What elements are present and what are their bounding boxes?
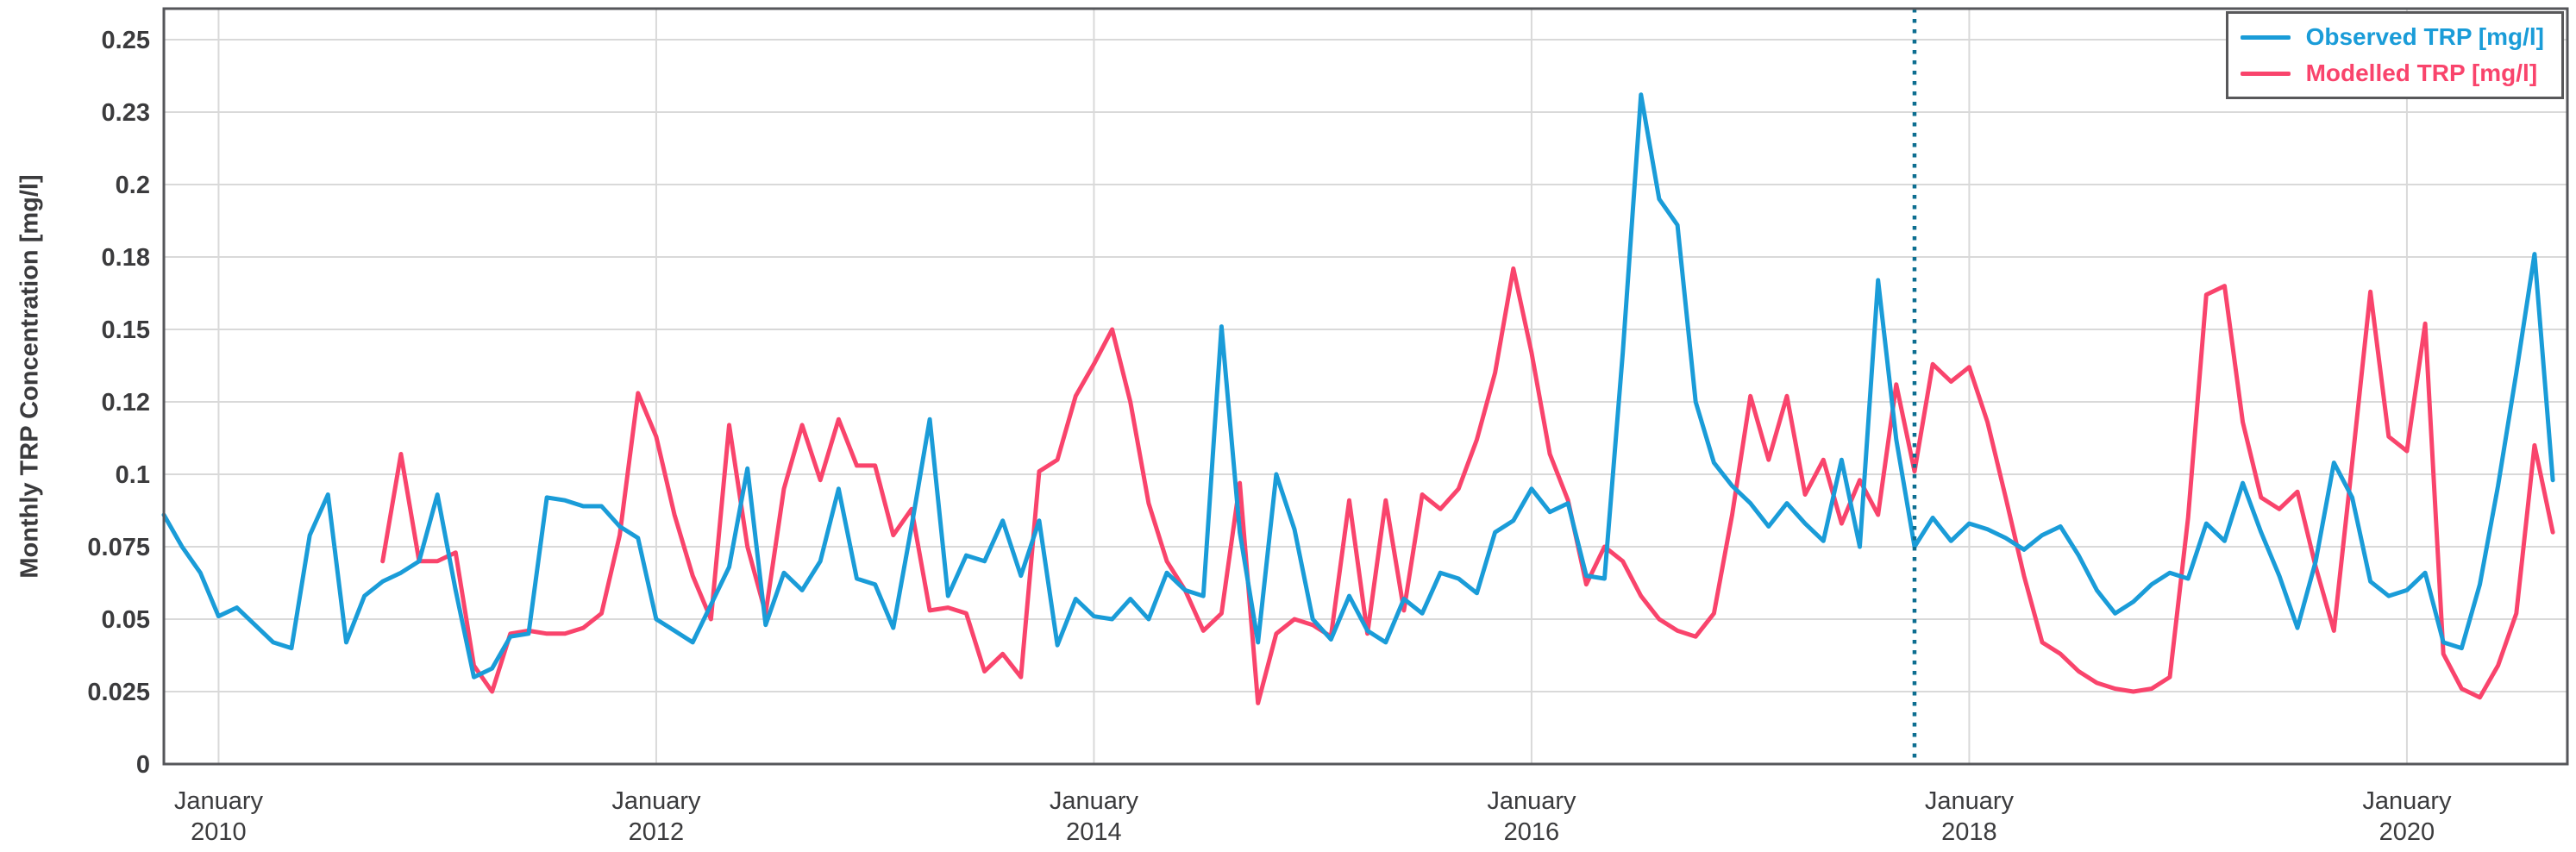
y-tick-label: 0.15: [102, 316, 150, 344]
y-tick-label: 0.1: [116, 461, 150, 489]
x-tick-label-month: January: [174, 787, 264, 815]
legend-label-modelled: Modelled TRP [mg/l]: [2305, 60, 2538, 86]
x-tick-label-month: January: [1487, 787, 1576, 815]
y-tick-label: 0.2: [116, 172, 150, 199]
x-tick-label-month: January: [611, 787, 701, 815]
legend: Observed TRP [mg/l] Modelled TRP [mg/l]: [2225, 11, 2564, 99]
observed-trp-line: [161, 92, 2555, 680]
y-tick-label: 0.075: [87, 534, 150, 561]
y-tick-label: 0.18: [102, 244, 150, 272]
modelled-line-swatch: [2240, 71, 2291, 76]
y-tick-label: 0.025: [87, 679, 150, 706]
observed-line-swatch: [2240, 34, 2291, 40]
y-axis-title: Monthly TRP Concentration [mg/l]: [16, 174, 44, 579]
x-tick-label-year: 2018: [1941, 818, 1997, 846]
y-tick-label: 0.05: [102, 606, 150, 634]
y-tick-label: 0: [136, 751, 150, 779]
x-tick-label-year: 2012: [629, 818, 685, 846]
x-tick-label-year: 2014: [1066, 818, 1122, 846]
legend-item-observed: Observed TRP [mg/l]: [2240, 21, 2544, 53]
x-tick-label-month: January: [1925, 787, 2015, 815]
x-tick-label-year: 2016: [1504, 818, 1560, 846]
modelled-trp-line: [380, 266, 2555, 705]
y-tick-label: 0.23: [102, 99, 150, 127]
x-tick-label-year: 2010: [191, 818, 247, 846]
legend-label-observed: Observed TRP [mg/l]: [2305, 23, 2544, 50]
y-tick-label: 0.25: [102, 27, 150, 54]
x-tick-label-month: January: [2362, 787, 2452, 815]
legend-item-modelled: Modelled TRP [mg/l]: [2240, 57, 2544, 90]
plot-frame: [162, 7, 2569, 766]
y-tick-label: 0.12: [102, 389, 150, 417]
x-tick-label-year: 2020: [2379, 818, 2435, 846]
x-tick-label-month: January: [1050, 787, 1139, 815]
